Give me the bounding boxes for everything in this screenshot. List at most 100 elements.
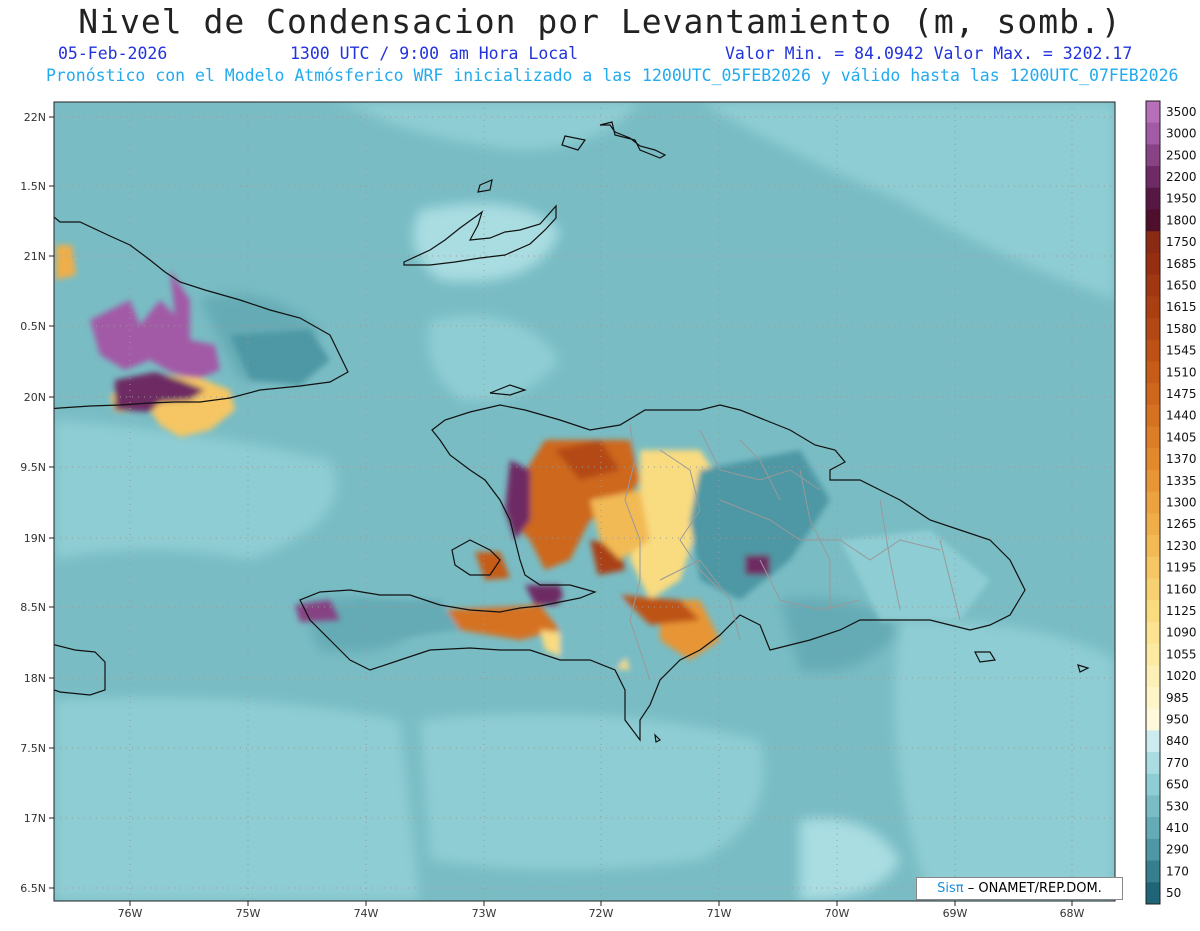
colorbar-label: 1335 (1166, 474, 1197, 488)
colorbar-swatch (1146, 773, 1160, 796)
lat-label: 19N (24, 532, 46, 545)
colorbar-label: 1055 (1166, 647, 1197, 661)
colorbar-swatch (1146, 404, 1160, 428)
colorbar-label: 290 (1166, 843, 1189, 857)
lon-label: 69W (943, 907, 968, 920)
colorbar-swatch (1146, 252, 1160, 276)
colorbar-label: 985 (1166, 691, 1189, 705)
colorbar-swatch (1146, 621, 1160, 645)
colorbar-label: 1685 (1166, 257, 1197, 271)
colorbar-swatch (1146, 860, 1160, 883)
lat-label: 22N (24, 111, 46, 124)
lat-label: 20N (24, 391, 46, 404)
colorbar-swatch (1146, 274, 1160, 297)
colorbar-swatch (1146, 513, 1160, 536)
colorbar-label: 650 (1166, 778, 1189, 792)
colorbar-swatch (1146, 556, 1160, 579)
colorbar-label: 50 (1166, 886, 1181, 900)
colorbar-label: 1950 (1166, 192, 1197, 206)
colorbar-swatch (1146, 426, 1160, 449)
colorbar-swatch (1146, 318, 1160, 341)
colorbar-swatch (1146, 144, 1160, 167)
colorbar-label: 1125 (1166, 604, 1197, 618)
colorbar-label: 1405 (1166, 430, 1197, 444)
colorbar-label: 410 (1166, 821, 1189, 835)
colorbar-swatch (1146, 296, 1160, 319)
forecast-time: 1300 UTC / 9:00 am Hora Local (290, 44, 579, 63)
colorbar-swatch (1146, 122, 1160, 145)
lat-label: 0.5N (20, 320, 46, 333)
lat-label: 17N (24, 812, 46, 825)
lon-label: 68W (1060, 907, 1085, 920)
colorbar-label: 840 (1166, 734, 1189, 748)
colorbar-swatch (1146, 339, 1160, 362)
credit-text: – ONAMET/REP.DOM. (967, 881, 1102, 896)
colorbar-label: 1370 (1166, 452, 1197, 466)
colorbar-swatch (1146, 101, 1160, 124)
colorbar-label: 3000 (1166, 127, 1197, 141)
colorbar-swatch (1146, 730, 1160, 753)
credit-box: Sisπ – ONAMET/REP.DOM. (916, 877, 1123, 900)
colorbar-label: 1750 (1166, 235, 1197, 249)
credit-brand: Sisπ (937, 881, 964, 896)
colorbar-swatch (1146, 795, 1160, 818)
colorbar-swatch (1146, 491, 1160, 514)
colorbar-swatch (1146, 469, 1160, 493)
lcl-shading (54, 102, 1115, 901)
colorbar-swatch (1146, 600, 1160, 623)
map-frame (53, 101, 1116, 902)
colorbar-label: 950 (1166, 713, 1189, 727)
colorbar-swatch (1146, 535, 1160, 558)
colorbar-swatch (1146, 578, 1160, 601)
colorbar-label: 2500 (1166, 148, 1197, 162)
latitude-labels: 22N 1.5N 21N 0.5N 20N 9.5N 19N 8.5N 18N 7.5N 17N 6.… (20, 111, 54, 895)
province-borders (624, 424, 961, 681)
lat-label: 6.5N (20, 882, 46, 895)
lat-label: 21N (24, 250, 46, 263)
colorbar-swatch (1146, 752, 1160, 775)
lon-label: 75W (236, 907, 261, 920)
colorbar-swatch (1146, 708, 1160, 731)
colorbar-label: 1545 (1166, 344, 1197, 358)
colorbar-label: 1160 (1166, 582, 1197, 596)
coastlines (54, 121, 1090, 743)
colorbar-label: 770 (1166, 756, 1189, 770)
colorbar-frame (1145, 100, 1161, 905)
colorbar-label: 1800 (1166, 213, 1197, 227)
colorbar-label: 1475 (1166, 387, 1197, 401)
colorbar-swatch (1146, 686, 1160, 710)
colorbar-label: 2200 (1166, 170, 1197, 184)
colorbar-swatch (1146, 448, 1160, 471)
colorbar-swatch (1146, 383, 1160, 406)
colorbar-swatch (1146, 665, 1160, 688)
colorbar-label: 1230 (1166, 539, 1197, 553)
value-range: Valor Min. = 84.0942 Valor Max. = 3202.1… (725, 44, 1133, 63)
colorbar-swatch (1146, 361, 1160, 384)
colorbar-label: 1650 (1166, 278, 1197, 292)
colorbar-swatch (1146, 209, 1160, 232)
colorbar-label: 530 (1166, 799, 1189, 813)
colorbar-swatch (1146, 231, 1160, 254)
colorbar: 3500 3000 2500 2200 1950 1800 1750 1685 1650 1615… (1145, 100, 1197, 905)
colorbar-label: 1580 (1166, 322, 1197, 336)
colorbar-swatch (1146, 187, 1160, 211)
colorbar-swatch (1146, 838, 1160, 862)
colorbar-swatch (1146, 166, 1160, 189)
colorbar-label: 1020 (1166, 669, 1197, 683)
lon-label: 70W (825, 907, 850, 920)
lon-label: 71W (707, 907, 732, 920)
colorbar-swatch (1146, 817, 1160, 840)
forecast-date: 05-Feb-2026 (58, 44, 168, 63)
colorbar-label: 1300 (1166, 496, 1197, 510)
lat-label: 9.5N (20, 461, 46, 474)
colorbar-label: 1090 (1166, 626, 1197, 640)
lat-label: 1.5N (20, 180, 46, 193)
lat-label: 8.5N (20, 601, 46, 614)
lat-label: 18N (24, 672, 46, 685)
lon-label: 72W (589, 907, 614, 920)
lon-label: 76W (118, 907, 143, 920)
colorbar-label: 3500 (1166, 105, 1197, 119)
colorbar-label: 1440 (1166, 409, 1197, 423)
